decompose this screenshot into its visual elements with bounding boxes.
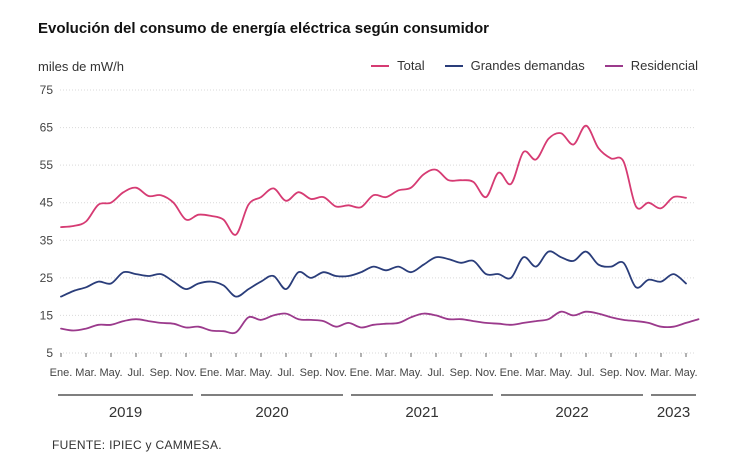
x-tick-label: Mar.	[525, 367, 546, 379]
x-tick-label: Jul.	[127, 367, 144, 379]
x-tick-label: Ene.	[50, 367, 73, 379]
x-tick-label: Sep.	[450, 367, 473, 379]
legend-item-grandes-demandas: Grandes demandas	[444, 58, 585, 73]
legend-swatch-total	[371, 64, 390, 67]
source-note: FUENTE: IPIEC y CAMMESA.	[52, 438, 222, 452]
legend-item-residencial: Residencial	[604, 58, 698, 73]
year-label: 2022	[555, 404, 588, 421]
x-tick-label: Ene.	[200, 367, 223, 379]
y-tick-label: 35	[40, 233, 54, 247]
y-tick-label: 75	[40, 83, 54, 97]
legend-label-total: Total	[397, 58, 425, 73]
x-tick-label: Mar.	[650, 367, 671, 379]
y-axis-unit: miles de mW/h	[38, 59, 124, 74]
x-tick-label: Sep.	[300, 367, 323, 379]
x-tick-label: Jul.	[277, 367, 294, 379]
year-label: 2020	[255, 404, 288, 421]
x-tick-label: Ene.	[350, 367, 373, 379]
legend-label-residencial: Residencial	[630, 58, 698, 73]
y-tick-label: 15	[40, 308, 54, 322]
x-tick-label: Jul.	[577, 367, 594, 379]
x-tick-label: Mar.	[225, 367, 246, 379]
year-label: 2019	[109, 404, 142, 421]
x-tick-label: Nov.	[175, 367, 197, 379]
x-tick-label: Sep.	[600, 367, 623, 379]
series-line-residencial	[60, 310, 700, 335]
year-label: 2021	[405, 404, 438, 421]
x-tick-label: Sep.	[150, 367, 173, 379]
x-tick-label: Mar.	[375, 367, 396, 379]
chart-title: Evolución del consumo de energía eléctri…	[38, 20, 489, 37]
year-label: 2023	[657, 404, 690, 421]
x-tick-label: Nov.	[625, 367, 647, 379]
x-tick-label: May.	[99, 367, 122, 379]
x-tick-label: Ene.	[500, 367, 523, 379]
legend-label-grandes-demandas: Grandes demandas	[470, 58, 585, 73]
x-tick-label: Mar.	[75, 367, 96, 379]
x-tick-label: May.	[674, 367, 697, 379]
y-tick-label: 25	[40, 271, 54, 285]
x-tick-label: May.	[399, 367, 422, 379]
legend-item-total: Total	[371, 58, 425, 73]
y-tick-label: 5	[46, 346, 53, 360]
legend: Total Grandes demandas Residencial	[371, 58, 698, 73]
x-tick-label: Nov.	[475, 367, 497, 379]
legend-swatch-residencial	[604, 64, 623, 67]
y-tick-label: 65	[40, 121, 54, 135]
x-tick-label: Jul.	[427, 367, 444, 379]
series-line-grandes-demandas	[60, 250, 687, 298]
y-tick-label: 55	[40, 158, 54, 172]
y-tick-label: 45	[40, 196, 54, 210]
legend-swatch-grandes-demandas	[444, 64, 463, 67]
x-tick-label: Nov.	[325, 367, 347, 379]
x-tick-label: May.	[549, 367, 572, 379]
series-line-total	[60, 124, 687, 236]
x-tick-label: May.	[249, 367, 272, 379]
